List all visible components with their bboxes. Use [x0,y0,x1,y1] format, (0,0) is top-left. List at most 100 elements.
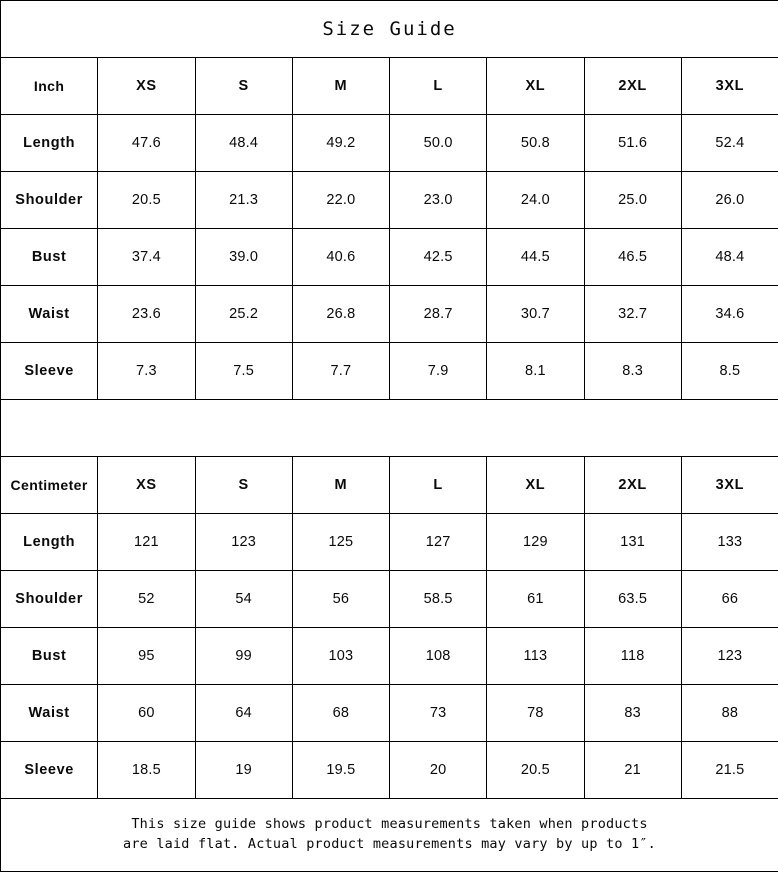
value-inch-sleeve-m: 7.7 [292,343,389,400]
table-spacer-row [1,400,778,457]
value-inch-length-m: 49.2 [292,115,389,172]
value-inch-shoulder-3xl: 26.0 [681,172,778,229]
value-centimeter-shoulder-2xl: 63.5 [584,571,681,628]
value-centimeter-waist-3xl: 88 [681,685,778,742]
unit-label-inch: Inch [1,58,98,115]
value-inch-waist-xs: 23.6 [98,286,195,343]
size-header-m: M [292,58,389,115]
size-header-xs: XS [98,58,195,115]
value-centimeter-length-l: 127 [390,514,487,571]
size-header-xs: XS [98,457,195,514]
value-centimeter-length-m: 125 [292,514,389,571]
value-centimeter-sleeve-2xl: 21 [584,742,681,799]
value-inch-shoulder-l: 23.0 [390,172,487,229]
footer-note-line-2: are laid flat. Actual product measuremen… [1,835,778,855]
row-label-waist: Waist [1,685,98,742]
value-inch-sleeve-s: 7.5 [195,343,292,400]
row-label-shoulder: Shoulder [1,571,98,628]
footer-note-line-1: This size guide shows product measuremen… [1,815,778,835]
footer-row: This size guide shows product measuremen… [1,799,778,872]
size-header-2xl: 2XL [584,457,681,514]
value-inch-length-3xl: 52.4 [681,115,778,172]
value-centimeter-sleeve-xl: 20.5 [487,742,584,799]
value-centimeter-shoulder-3xl: 66 [681,571,778,628]
value-centimeter-waist-m: 68 [292,685,389,742]
value-centimeter-bust-xl: 113 [487,628,584,685]
value-centimeter-waist-l: 73 [390,685,487,742]
value-inch-bust-xl: 44.5 [487,229,584,286]
value-centimeter-sleeve-3xl: 21.5 [681,742,778,799]
value-centimeter-sleeve-l: 20 [390,742,487,799]
value-inch-shoulder-m: 22.0 [292,172,389,229]
value-centimeter-length-s: 123 [195,514,292,571]
size-header-m: M [292,457,389,514]
size-header-l: L [390,457,487,514]
size-header-xl: XL [487,58,584,115]
value-inch-length-xs: 47.6 [98,115,195,172]
value-inch-shoulder-xl: 24.0 [487,172,584,229]
unit-label-centimeter: Centimeter [1,457,98,514]
value-inch-sleeve-3xl: 8.5 [681,343,778,400]
value-centimeter-shoulder-xl: 61 [487,571,584,628]
row-label-sleeve: Sleeve [1,742,98,799]
value-inch-waist-xl: 30.7 [487,286,584,343]
row-label-sleeve: Sleeve [1,343,98,400]
value-inch-waist-3xl: 34.6 [681,286,778,343]
row-label-shoulder: Shoulder [1,172,98,229]
value-inch-shoulder-xs: 20.5 [98,172,195,229]
size-header-2xl: 2XL [584,58,681,115]
value-inch-sleeve-xl: 8.1 [487,343,584,400]
value-centimeter-bust-m: 103 [292,628,389,685]
value-inch-waist-l: 28.7 [390,286,487,343]
value-inch-sleeve-l: 7.9 [390,343,487,400]
value-centimeter-sleeve-xs: 18.5 [98,742,195,799]
value-inch-bust-3xl: 48.4 [681,229,778,286]
value-centimeter-length-xs: 121 [98,514,195,571]
value-centimeter-shoulder-s: 54 [195,571,292,628]
value-inch-bust-m: 40.6 [292,229,389,286]
value-inch-sleeve-xs: 7.3 [98,343,195,400]
value-inch-shoulder-s: 21.3 [195,172,292,229]
value-centimeter-waist-xl: 78 [487,685,584,742]
value-centimeter-waist-2xl: 83 [584,685,681,742]
value-inch-waist-m: 26.8 [292,286,389,343]
value-inch-waist-2xl: 32.7 [584,286,681,343]
value-centimeter-shoulder-m: 56 [292,571,389,628]
value-inch-bust-s: 39.0 [195,229,292,286]
value-centimeter-shoulder-l: 58.5 [390,571,487,628]
value-inch-length-xl: 50.8 [487,115,584,172]
size-header-l: L [390,58,487,115]
row-label-bust: Bust [1,229,98,286]
value-inch-shoulder-2xl: 25.0 [584,172,681,229]
value-centimeter-length-2xl: 131 [584,514,681,571]
size-header-xl: XL [487,457,584,514]
value-inch-bust-l: 42.5 [390,229,487,286]
row-label-length: Length [1,115,98,172]
value-inch-bust-xs: 37.4 [98,229,195,286]
size-header-s: S [195,457,292,514]
value-centimeter-bust-l: 108 [390,628,487,685]
size-header-s: S [195,58,292,115]
title-row: Size Guide [1,1,778,58]
row-label-waist: Waist [1,286,98,343]
value-centimeter-waist-xs: 60 [98,685,195,742]
value-inch-waist-s: 25.2 [195,286,292,343]
footer-note: This size guide shows product measuremen… [1,799,778,872]
value-centimeter-sleeve-m: 19.5 [292,742,389,799]
table-spacer-cell [1,400,778,457]
page-title: Size Guide [1,1,778,58]
